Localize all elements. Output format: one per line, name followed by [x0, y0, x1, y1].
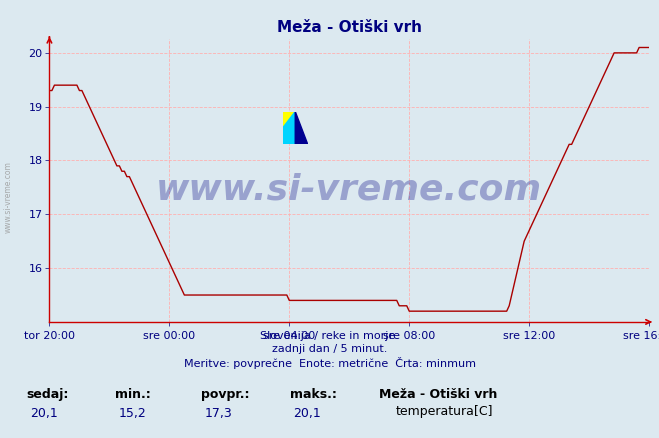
Title: Meža - Otiški vrh: Meža - Otiški vrh: [277, 21, 422, 35]
Text: www.si-vreme.com: www.si-vreme.com: [3, 161, 13, 233]
Text: povpr.:: povpr.:: [201, 388, 250, 401]
Text: 20,1: 20,1: [30, 407, 57, 420]
Polygon shape: [283, 112, 295, 145]
Text: maks.:: maks.:: [290, 388, 337, 401]
Text: www.si-vreme.com: www.si-vreme.com: [156, 172, 542, 206]
Text: sedaj:: sedaj:: [26, 388, 69, 401]
Polygon shape: [295, 112, 308, 145]
Text: zadnji dan / 5 minut.: zadnji dan / 5 minut.: [272, 344, 387, 354]
Text: 20,1: 20,1: [293, 407, 321, 420]
Text: temperatura[C]: temperatura[C]: [395, 405, 493, 418]
Text: 17,3: 17,3: [204, 407, 232, 420]
Text: Meritve: povprečne  Enote: metrične  Črta: minmum: Meritve: povprečne Enote: metrične Črta:…: [183, 357, 476, 369]
Text: min.:: min.:: [115, 388, 151, 401]
Text: Meža - Otiški vrh: Meža - Otiški vrh: [379, 388, 498, 401]
Text: Slovenija / reke in morje.: Slovenija / reke in morje.: [260, 331, 399, 341]
Text: 15,2: 15,2: [119, 407, 146, 420]
Polygon shape: [283, 112, 295, 128]
